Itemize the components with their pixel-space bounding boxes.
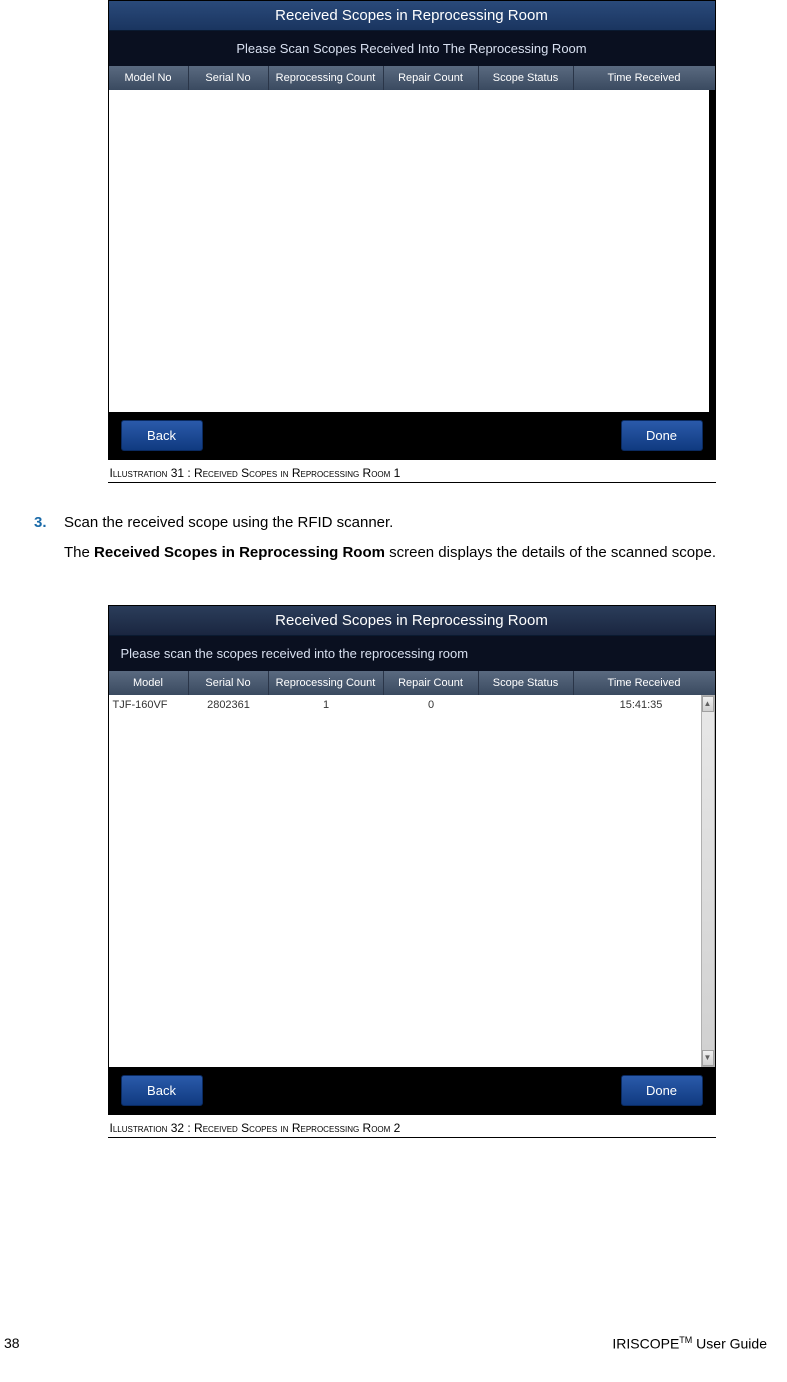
scrollbar[interactable]: ▲ ▼ [701, 695, 715, 1067]
col-serial: Serial No [189, 66, 269, 90]
col-repair-count: Repair Count [384, 66, 479, 90]
window-title: Received Scopes in Reprocessing Room [109, 606, 715, 636]
screenshot-2: Received Scopes in Reprocessing Room Ple… [108, 605, 716, 1115]
window-title: Received Scopes in Reprocessing Room [109, 1, 715, 31]
back-button[interactable]: Back [121, 1075, 203, 1106]
button-bar: Back Done [109, 412, 715, 459]
cell-time: 15:41:35 [574, 699, 709, 711]
button-bar: Back Done [109, 1067, 715, 1114]
trademark-symbol: TM [679, 1335, 692, 1345]
step-3: 3. Scan the received scope using the RFI… [34, 511, 767, 565]
cell-model: TJF-160VF [109, 699, 189, 711]
step-line-1: Scan the received scope using the RFID s… [64, 511, 767, 535]
step-line-2: The Received Scopes in Reprocessing Room… [64, 541, 767, 565]
instruction-text: Please Scan Scopes Received Into The Rep… [109, 31, 715, 66]
col-reprocessing-count: Reprocessing Count [269, 66, 384, 90]
page-number: 38 [4, 1335, 20, 1352]
col-model: Model [109, 671, 189, 695]
back-button[interactable]: Back [121, 420, 203, 451]
col-serial: Serial No [189, 671, 269, 695]
table-body: TJF-160VF 2802361 1 0 15:41:35 ▲ ▼ [109, 695, 709, 1067]
table-header-row: Model Serial No Reprocessing Count Repai… [109, 671, 715, 695]
col-reprocessing-count: Reprocessing Count [269, 671, 384, 695]
illustration-caption-32: Illustration 32 : Received Scopes in Rep… [108, 1119, 716, 1138]
col-scope-status: Scope Status [479, 66, 574, 90]
cell-serial: 2802361 [189, 699, 269, 711]
scroll-up-icon[interactable]: ▲ [702, 696, 714, 712]
step-number: 3. [34, 511, 64, 565]
scroll-down-icon[interactable]: ▼ [702, 1050, 714, 1066]
col-scope-status: Scope Status [479, 671, 574, 695]
col-model: Model No [109, 66, 189, 90]
col-time-received: Time Received [574, 671, 715, 695]
page-footer: 38 IRISCOPETM User Guide [0, 1335, 787, 1352]
cell-repair: 0 [384, 699, 479, 711]
col-repair-count: Repair Count [384, 671, 479, 695]
done-button[interactable]: Done [621, 1075, 703, 1106]
cell-status [479, 699, 574, 711]
done-button[interactable]: Done [621, 420, 703, 451]
screenshot-1: Received Scopes in Reprocessing Room Ple… [108, 0, 716, 460]
screen-name-bold: Received Scopes in Reprocessing Room [94, 544, 385, 561]
table-row: TJF-160VF 2802361 1 0 15:41:35 [109, 695, 709, 715]
table-header-row: Model No Serial No Reprocessing Count Re… [109, 66, 715, 90]
guide-title: IRISCOPETM User Guide [612, 1335, 767, 1352]
table-body-empty [109, 90, 709, 412]
col-time-received: Time Received [574, 66, 715, 90]
instruction-text: Please scan the scopes received into the… [109, 636, 715, 671]
cell-reproc: 1 [269, 699, 384, 711]
illustration-caption-31: Illustration 31 : Received Scopes in Rep… [108, 464, 716, 483]
